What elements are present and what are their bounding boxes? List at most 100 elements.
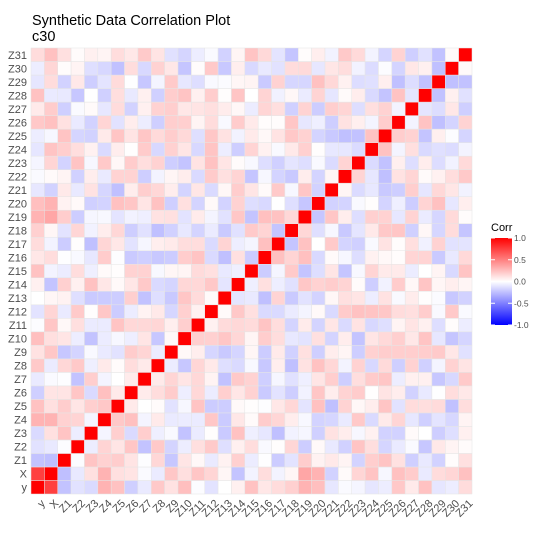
- heatmap-cell: [324, 47, 339, 62]
- heatmap-cell: [445, 345, 459, 360]
- heatmap-cell: [351, 88, 366, 103]
- heatmap-cell: [431, 142, 446, 157]
- heatmap-cell: [177, 169, 192, 184]
- heatmap-cell: [97, 453, 112, 468]
- heatmap-cell: [431, 250, 446, 265]
- heatmap-cell: [324, 304, 339, 319]
- heatmap-cell: [311, 345, 326, 360]
- y-tick-label: Z30: [8, 63, 27, 75]
- y-tick-label: Z22: [8, 171, 27, 183]
- heatmap-cell: [284, 372, 299, 387]
- heatmap-cell: [57, 101, 72, 116]
- heatmap-cell: [284, 115, 299, 130]
- heatmap-cell: [44, 47, 58, 62]
- heatmap-cell: [57, 480, 72, 495]
- heatmap-cell: [257, 169, 272, 184]
- heatmap-cell: [124, 236, 139, 251]
- heatmap-cell: [378, 304, 393, 319]
- heatmap-cell: [458, 182, 473, 197]
- heatmap-cell: [151, 61, 165, 76]
- heatmap-cell: [445, 453, 459, 468]
- heatmap-cell: [257, 291, 272, 306]
- heatmap-cell: [97, 358, 112, 373]
- heatmap-cell: [351, 128, 366, 143]
- heatmap-cell: [391, 453, 406, 468]
- heatmap-cell: [217, 196, 232, 211]
- heatmap-cell: [110, 209, 125, 224]
- heatmap-cell: [177, 412, 192, 427]
- heatmap-cell: [30, 291, 45, 306]
- heatmap-cell: [57, 412, 72, 427]
- heatmap-cell: [204, 345, 219, 360]
- heatmap-cell: [298, 399, 312, 414]
- heatmap-cell: [257, 88, 272, 103]
- heatmap-cell: [177, 236, 192, 251]
- heatmap-cell: [431, 236, 446, 251]
- heatmap-cell: [431, 115, 446, 130]
- heatmap-cell: [271, 196, 286, 211]
- heatmap-cell: [191, 372, 205, 387]
- heatmap-cell: [298, 358, 312, 373]
- heatmap-cell: [244, 74, 259, 89]
- heatmap-cell: [364, 209, 379, 224]
- heatmap-cell: [177, 250, 192, 265]
- heatmap-cell: [30, 466, 45, 481]
- heatmap-cell: [57, 250, 72, 265]
- heatmap-cell: [231, 74, 246, 89]
- heatmap-cell: [30, 331, 45, 346]
- heatmap-cell: [70, 182, 85, 197]
- heatmap-cell: [418, 142, 433, 157]
- heatmap-cell: [217, 88, 232, 103]
- heatmap-cell: [458, 412, 473, 427]
- heatmap-cell: [151, 250, 165, 265]
- heatmap-cell: [231, 331, 246, 346]
- heatmap-cell: [124, 182, 139, 197]
- heatmap-cell: [324, 236, 339, 251]
- heatmap-cell: [391, 155, 406, 170]
- heatmap-cell: [110, 318, 125, 333]
- heatmap-cell: [137, 426, 152, 441]
- heatmap-cell: [57, 263, 72, 279]
- heatmap-cell: [137, 385, 152, 400]
- heatmap-cell: [418, 47, 433, 62]
- heatmap-cell: [458, 223, 473, 238]
- y-tick-label: Z26: [8, 117, 27, 129]
- heatmap-cell: [164, 250, 179, 265]
- heatmap-cell: [30, 412, 45, 427]
- heatmap-cell: [97, 331, 112, 346]
- heatmap-cell: [458, 155, 473, 170]
- heatmap-cell: [458, 263, 473, 279]
- heatmap-cell: [151, 399, 165, 414]
- heatmap-cell: [257, 74, 272, 89]
- heatmap-cell: [378, 47, 393, 62]
- heatmap-cell: [177, 142, 192, 157]
- heatmap-cell: [30, 88, 45, 103]
- heatmap-cell: [30, 182, 45, 197]
- heatmap-cell: [271, 277, 286, 292]
- heatmap-cell: [257, 196, 272, 211]
- heatmap-cell: [191, 291, 205, 306]
- heatmap-cell: [70, 345, 85, 360]
- heatmap-cell: [30, 101, 45, 116]
- heatmap-cell: [164, 304, 179, 319]
- heatmap-cell: [324, 385, 339, 400]
- heatmap-cell: [177, 318, 192, 333]
- heatmap-cell: [217, 412, 232, 427]
- heatmap-cell: [204, 155, 219, 170]
- heatmap-cell: [84, 250, 99, 265]
- heatmap-cell: [445, 236, 459, 251]
- heatmap-cell: [191, 277, 205, 292]
- heatmap-cell: [445, 250, 459, 265]
- heatmap-cell: [298, 466, 312, 481]
- heatmap-cell: [191, 142, 205, 157]
- heatmap-cell: [231, 466, 246, 481]
- heatmap-cell: [217, 318, 232, 333]
- heatmap-cell: [124, 291, 139, 306]
- heatmap-cell: [324, 250, 339, 265]
- heatmap-cell: [164, 101, 179, 116]
- heatmap-cell: [177, 61, 192, 76]
- heatmap-cell: [244, 412, 259, 427]
- legend-tick-label: 1.0: [514, 233, 526, 243]
- heatmap-cell: [311, 169, 326, 184]
- heatmap-cell: [445, 426, 459, 441]
